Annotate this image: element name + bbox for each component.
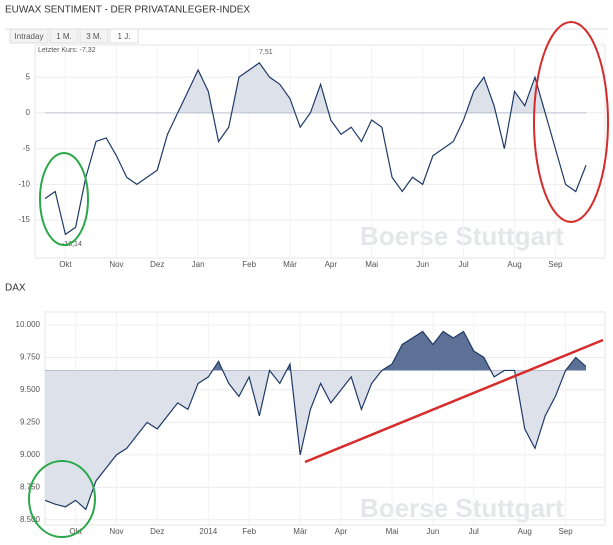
y-tick-label: 9.500 — [20, 385, 41, 394]
y-tick-label: -10 — [18, 179, 30, 188]
y-tick-label: 10.000 — [16, 320, 41, 329]
y-tick-label: -5 — [23, 144, 31, 153]
x-tick-label: Okt — [59, 260, 72, 269]
x-tick-label: Aug — [518, 527, 532, 536]
y-tick-label: 5 — [26, 72, 31, 81]
y-tick-label: 0 — [26, 108, 31, 117]
x-tick-label: Jan — [192, 260, 205, 269]
tab[interactable] — [79, 28, 109, 44]
x-tick-label: Jun — [416, 260, 429, 269]
x-tick-label: Jul — [469, 527, 479, 536]
chart-sentiment: 5 0 -5 -10 -15 Okt Nov Dez Jan Feb Mär Apr Mai Jun Jul… — [18, 44, 606, 269]
trend-line — [304, 338, 604, 464]
line — [44, 330, 587, 511]
y-tick-label: -15 — [18, 215, 30, 224]
chart-title: EUWAX SENTIMENT - DER PRIVATANLEGER-INDE… — [5, 5, 250, 16]
tab-label[interactable]: 3 M. — [86, 32, 102, 41]
y-tick-label: 9.750 — [20, 353, 41, 362]
annotation: Letzter Kurs: -7,32 — [38, 47, 96, 54]
y-tick-label: 9.250 — [20, 418, 41, 427]
x-tick-label: Feb — [242, 260, 256, 269]
tab[interactable] — [49, 28, 79, 44]
x-tick-label: Jul — [458, 260, 468, 269]
x-tick-label: Mai — [365, 260, 378, 269]
area — [45, 370, 566, 510]
chart-title: DAX — [5, 283, 26, 294]
x-tick-label: Dez — [150, 260, 164, 269]
x-tick-label: 2014 — [199, 527, 217, 536]
tab[interactable] — [9, 28, 49, 44]
highlight-circle — [533, 21, 609, 223]
x-tick-label: Aug — [507, 260, 521, 269]
tab-label[interactable]: 1 J. — [118, 32, 131, 41]
y-tick-label: 8.500 — [20, 515, 41, 524]
x-tick-label: Apr — [335, 527, 348, 536]
x-tick-label: Sep — [558, 527, 573, 536]
x-tick-label: Nov — [109, 260, 123, 269]
x-tick-label: Mär — [293, 527, 307, 536]
x-tick-label: Apr — [325, 260, 338, 269]
annotation: -18,14 — [62, 241, 82, 248]
x-tick-label: Nov — [109, 527, 123, 536]
x-tick-label: Mär — [283, 260, 297, 269]
line — [44, 62, 587, 236]
area — [177, 62, 546, 113]
plot-area — [34, 44, 606, 259]
watermark: Boerse Stuttgart — [360, 221, 564, 251]
x-tick-label: Dez — [150, 527, 164, 536]
area — [45, 331, 586, 371]
tab[interactable] — [109, 28, 139, 44]
x-tick-label: Sep — [548, 260, 563, 269]
x-tick-label: Okt — [69, 527, 82, 536]
tab-label[interactable]: 1 M. — [56, 32, 72, 41]
x-tick-label: Mai — [386, 527, 399, 536]
tabs: Intraday 1 M. 3 M. 1 J. — [9, 28, 139, 44]
watermark: Boerse Stuttgart — [360, 493, 564, 523]
annotation: 7,51 — [259, 49, 273, 56]
x-tick-label: Jun — [426, 527, 439, 536]
y-tick-label: 9.000 — [20, 450, 41, 459]
x-tick-label: Feb — [242, 527, 256, 536]
highlight-circle — [28, 460, 96, 538]
highlight-circle — [39, 152, 89, 246]
tab-label[interactable]: Intraday — [15, 32, 44, 41]
